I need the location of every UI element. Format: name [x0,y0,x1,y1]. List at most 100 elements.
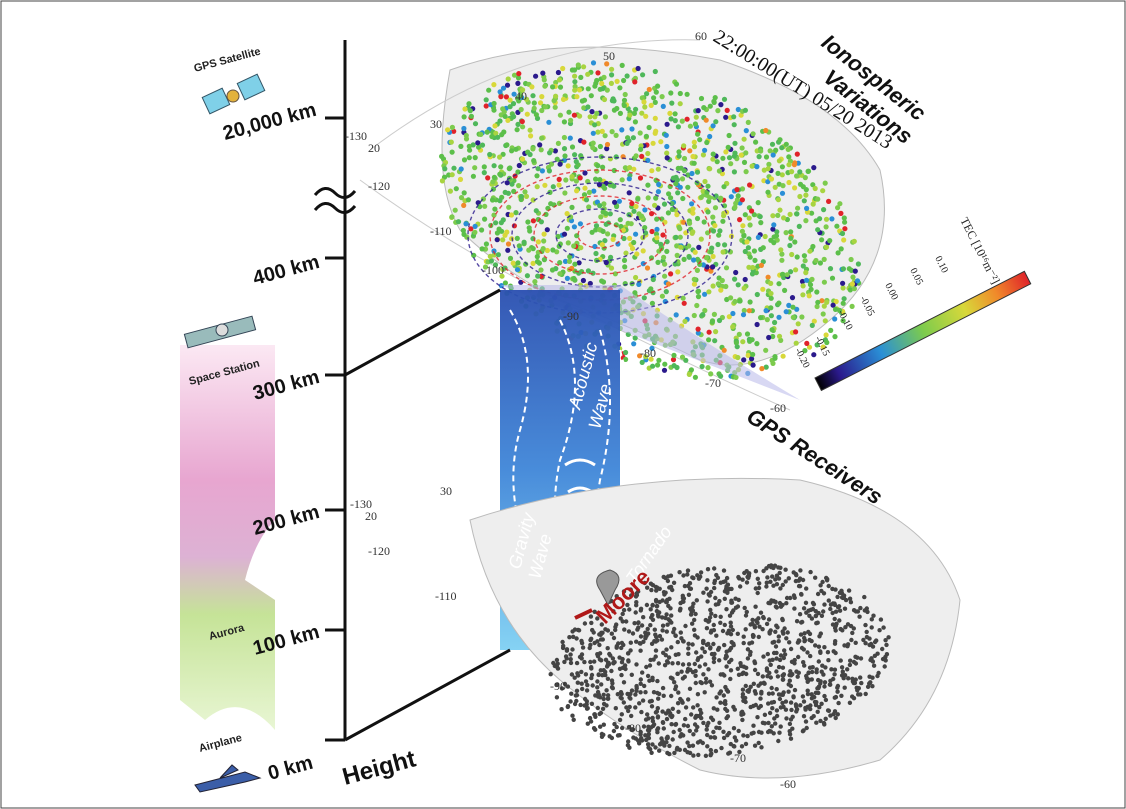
bottom-map-dot [777,692,781,696]
top-map-dot [550,84,555,89]
bottom-map-dot [825,578,829,582]
bottom-map-dot [626,658,630,662]
top-map-dot [491,108,496,113]
top-map-dot [502,109,507,114]
bottom-map-dot [772,640,776,644]
top-map-dot [775,213,780,218]
lon-label: -130 [350,497,372,511]
bottom-map-dot [681,676,685,680]
top-map-dot [687,148,692,153]
bottom-map-dot [676,661,680,665]
bottom-map-dot [849,600,853,604]
bottom-map-dot [757,581,761,585]
bottom-map-dot [833,696,837,700]
bottom-map-dot [598,725,602,729]
bottom-map-dot [722,693,726,697]
bottom-map-dot [839,627,843,631]
top-map-dot [824,217,829,222]
top-map-dot [765,317,770,322]
top-map-dot [633,275,638,280]
bottom-map-dot [767,729,771,733]
top-map-dot [817,216,822,221]
top-map-dot [459,195,464,200]
top-map-dot [695,170,700,175]
top-map-dot [576,62,581,67]
top-map-dot [822,280,827,285]
bottom-map-dot [670,714,674,718]
top-map-dot [788,236,793,241]
top-map-dot [508,256,513,261]
top-map-dot [747,308,752,313]
top-map-dot [600,165,605,170]
bottom-map-dot [862,595,866,599]
top-map-dot [650,301,655,306]
top-map-dot [840,231,845,236]
bottom-map-dot [640,670,644,674]
top-map-dot [520,119,525,124]
bottom-map-dot [790,727,794,731]
bottom-map-dot [852,626,856,630]
top-map-dot [797,224,802,229]
bottom-map-dot [757,730,761,734]
bottom-map-dot [672,751,676,755]
top-map-dot [517,163,522,168]
top-map-dot [498,89,503,94]
top-map-dot [755,292,760,297]
top-map-dot [650,364,655,369]
top-map-dot [779,145,784,150]
bottom-map-dot [660,739,664,743]
top-map-dot [707,166,712,171]
bottom-map-dot [816,592,820,596]
top-map-dot [591,141,596,146]
top-map-dot [542,84,547,89]
bottom-map-dot [820,580,824,584]
bottom-map-dot [799,592,803,596]
bottom-map-dot [822,591,826,595]
top-map-dot [777,137,782,142]
bottom-map-dot [824,717,828,721]
bottom-map-dot [833,603,837,607]
bottom-map-dot [770,574,774,578]
top-map-dot [439,154,444,159]
bottom-map-dot [681,733,685,737]
top-map-dot [746,120,751,125]
top-map-dot [600,242,605,247]
top-map-dot [674,82,679,87]
top-map-dot [560,66,565,71]
top-map-dot [562,232,567,237]
top-map-dot [693,375,698,380]
bottom-map-dot [642,724,646,728]
bottom-map-dot [602,668,606,672]
bottom-map-dot [601,733,605,737]
bottom-map-dot [676,672,680,676]
top-map-dot [677,154,682,159]
top-map-dot [586,204,591,209]
top-map-dot [572,152,577,157]
top-map-dot [842,215,847,220]
top-map-dot [786,162,791,167]
top-map-dot [489,134,494,139]
bottom-map-dot [693,722,697,726]
bottom-map-dot [705,578,709,582]
bottom-map-dot [717,646,721,650]
top-map-dot [732,122,737,127]
bottom-map-dot [638,690,642,694]
bottom-map-dot [694,714,698,718]
bottom-map-dot [665,600,669,604]
bottom-map-dot [705,727,709,731]
bottom-map-dot [881,657,885,661]
top-map-dot [501,217,506,222]
bottom-map-dot [749,705,753,709]
top-map-dot [842,296,847,301]
top-map-dot [533,74,538,79]
top-map-dot [627,165,632,170]
bottom-map-dot [645,712,649,716]
top-map-dot [542,77,547,82]
top-map-dot [611,237,616,242]
top-map-dot [785,272,790,277]
bottom-map-dot [759,704,763,708]
top-map-dot [725,108,730,113]
bottom-map-dot [863,608,867,612]
bottom-map-dot [778,566,782,570]
top-map-dot [838,211,843,216]
